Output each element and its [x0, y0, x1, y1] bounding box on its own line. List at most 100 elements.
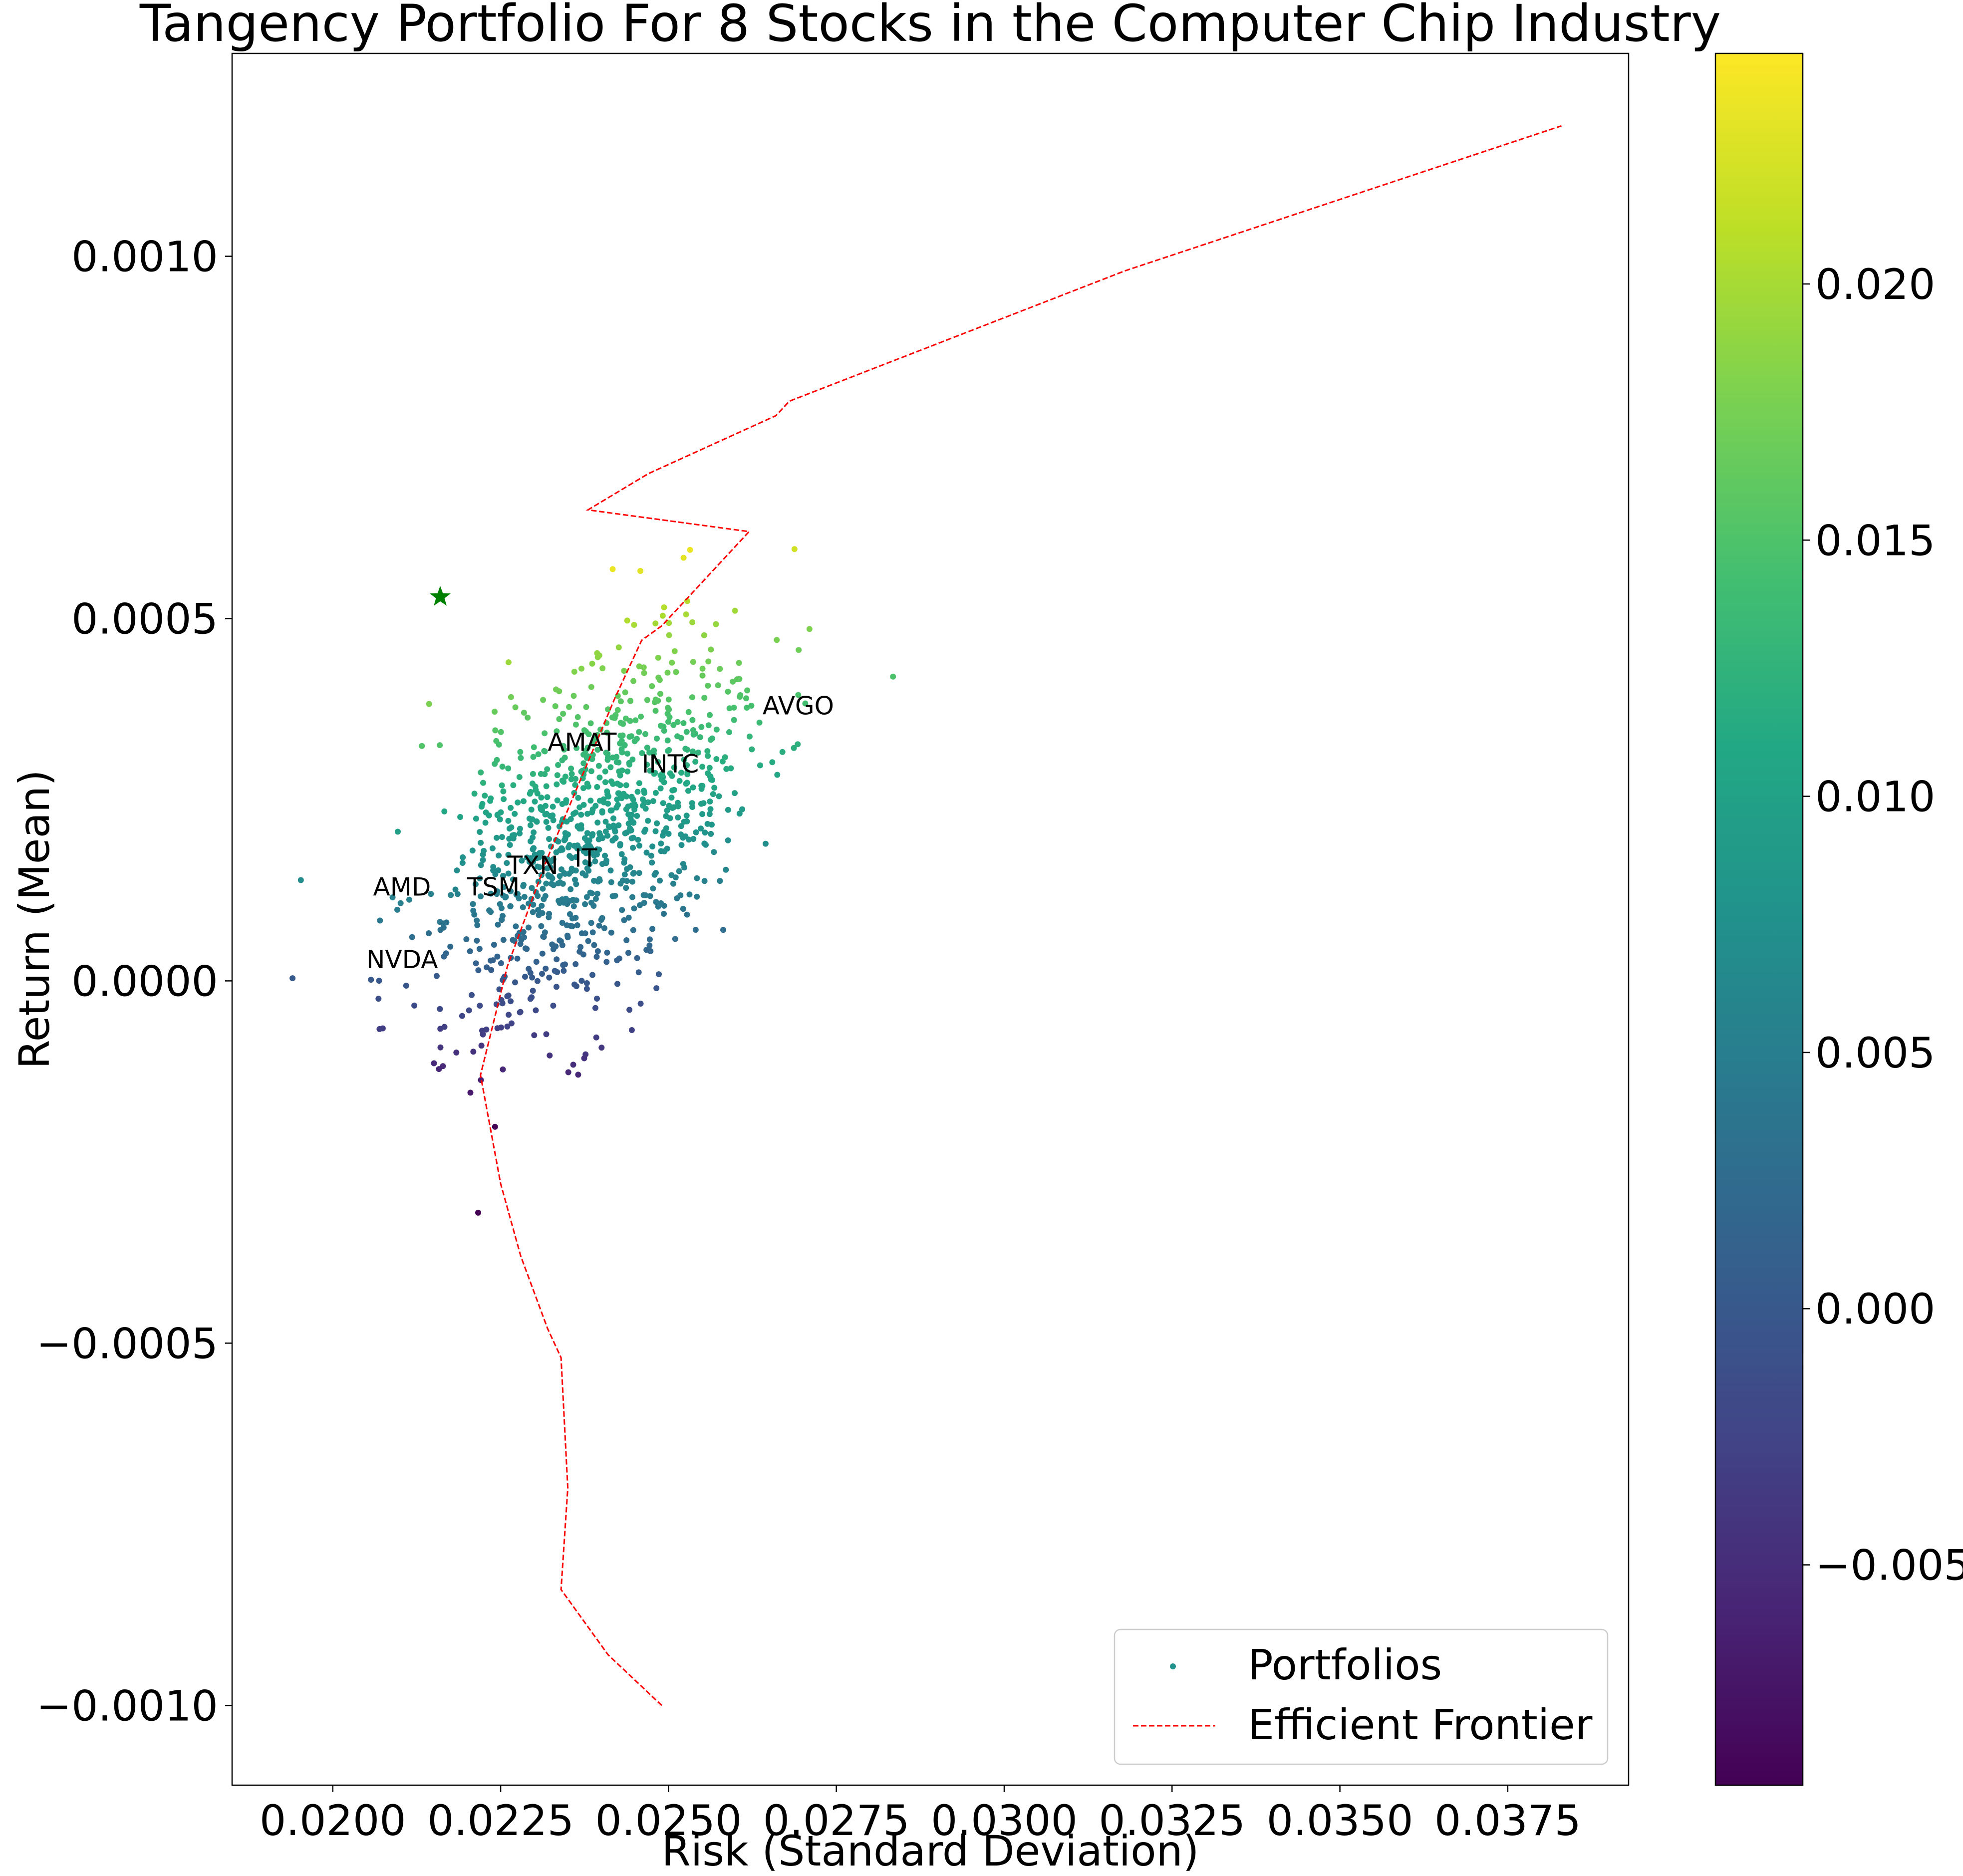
portfolio-point	[614, 796, 620, 803]
x-tick-label: 0.0350	[1267, 1796, 1413, 1845]
portfolio-point	[624, 617, 630, 624]
portfolio-point	[678, 842, 685, 848]
colorbar: 0.020 0.015 0.010 0.005 0.000 −0.005	[1714, 52, 1963, 1786]
portfolio-point	[544, 794, 551, 801]
portfolio-point	[530, 754, 537, 760]
portfolio-point	[653, 985, 660, 992]
portfolio-point	[578, 825, 584, 832]
portfolio-point	[643, 849, 650, 856]
portfolio-point	[623, 806, 629, 812]
portfolio-point	[470, 901, 476, 907]
portfolio-point	[624, 768, 631, 775]
portfolio-point	[661, 911, 667, 917]
portfolio-point	[499, 834, 505, 840]
portfolio-point	[644, 762, 650, 768]
portfolio-point	[599, 808, 605, 814]
portfolio-point	[613, 759, 620, 766]
portfolio-point	[629, 756, 636, 763]
portfolio-point	[709, 735, 715, 742]
portfolio-point	[702, 829, 708, 836]
portfolio-point	[639, 750, 645, 756]
portfolio-point	[683, 812, 690, 819]
portfolio-point	[698, 801, 704, 807]
portfolio-point	[655, 759, 661, 765]
portfolio-point	[562, 895, 569, 902]
portfolio-point	[589, 756, 595, 762]
portfolio-point	[644, 697, 650, 703]
portfolio-point	[557, 879, 563, 885]
portfolio-point	[638, 713, 644, 720]
portfolio-point	[497, 816, 503, 822]
portfolio-point	[533, 787, 539, 793]
portfolio-point	[698, 786, 705, 792]
portfolio-point	[573, 881, 579, 887]
portfolio-point	[584, 781, 590, 787]
legend: Portfolios Efficient Frontier	[1114, 1628, 1609, 1765]
portfolio-point	[559, 845, 565, 851]
portfolio-point	[395, 828, 401, 835]
y-tick-label: −0.0005	[36, 1319, 218, 1368]
x-tick-label: 0.0225	[427, 1796, 574, 1845]
portfolio-point	[769, 759, 776, 766]
portfolio-point	[572, 721, 579, 728]
portfolio-point	[697, 734, 703, 741]
portfolio-point	[587, 798, 594, 804]
portfolio-point	[707, 799, 713, 804]
portfolio-point	[569, 923, 575, 930]
portfolio-point	[665, 719, 671, 725]
y-tick-label: 0.0000	[71, 957, 218, 1006]
portfolio-point	[571, 668, 577, 675]
portfolio-point	[661, 604, 667, 610]
portfolio-point	[731, 704, 737, 711]
portfolio-point	[537, 850, 543, 856]
portfolio-point	[459, 1013, 465, 1019]
portfolio-point	[588, 899, 594, 906]
portfolio-point	[596, 830, 603, 836]
portfolio-point	[621, 742, 628, 749]
portfolio-point	[460, 854, 466, 860]
portfolio-point	[659, 832, 666, 839]
tangency-point	[430, 585, 451, 606]
portfolio-point	[604, 832, 611, 839]
portfolio-point	[682, 746, 689, 752]
portfolio-point	[477, 875, 483, 882]
portfolio-point	[394, 906, 400, 913]
stock-label: TSM	[467, 873, 520, 902]
portfolio-point	[477, 829, 483, 835]
portfolio-point	[534, 855, 540, 861]
portfolio-point	[512, 979, 518, 986]
portfolio-point	[570, 693, 577, 699]
portfolio-point	[500, 873, 506, 879]
portfolio-point	[637, 902, 643, 908]
portfolio-point	[732, 607, 738, 614]
portfolio-point	[670, 722, 677, 728]
portfolio-point	[806, 626, 813, 632]
portfolio-point	[498, 960, 504, 966]
portfolio-point	[528, 838, 534, 844]
portfolio-point	[588, 684, 594, 690]
portfolio-point	[528, 789, 534, 795]
portfolio-point	[779, 749, 786, 755]
portfolio-point	[591, 942, 597, 948]
portfolio-point	[690, 727, 696, 733]
portfolio-point	[437, 742, 443, 749]
portfolio-point	[664, 737, 671, 744]
x-tick-label: 0.0325	[1099, 1796, 1245, 1845]
portfolio-point	[692, 759, 699, 765]
portfolio-point	[559, 942, 565, 948]
portfolio-point	[521, 894, 528, 900]
portfolio-point	[476, 946, 483, 952]
portfolio-point	[553, 984, 560, 990]
portfolio-point	[566, 911, 573, 917]
portfolio-point	[594, 747, 601, 753]
portfolio-point	[623, 782, 629, 789]
portfolio-point	[762, 840, 769, 847]
portfolio-point	[536, 912, 542, 918]
portfolio-point	[592, 858, 598, 864]
legend-label-portfolios: Portfolios	[1248, 1640, 1442, 1689]
portfolio-point	[594, 996, 600, 1002]
portfolio-point	[649, 926, 656, 932]
portfolio-point	[569, 915, 575, 922]
portfolio-point	[616, 768, 622, 775]
portfolio-point	[376, 1026, 383, 1032]
